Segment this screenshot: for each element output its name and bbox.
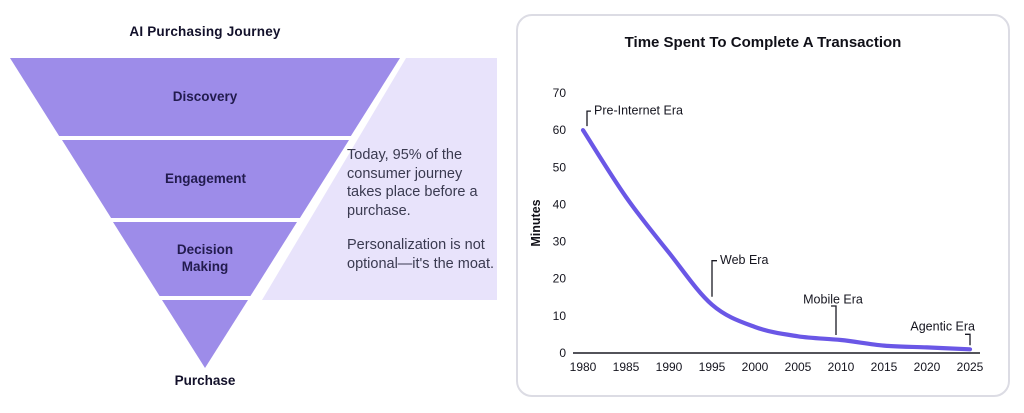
svg-text:50: 50 [553, 160, 567, 174]
svg-text:Web Era: Web Era [720, 253, 768, 267]
funnel-segment-decision-making-label: Decision Making [176, 242, 234, 274]
svg-text:30: 30 [553, 235, 567, 249]
funnel-segment-discovery-label: Discovery [172, 88, 238, 104]
svg-text:1985: 1985 [613, 360, 640, 374]
note-paragraph-1: Today, 95% of the consumer journey takes… [347, 147, 478, 219]
svg-text:70: 70 [553, 86, 567, 100]
svg-text:1995: 1995 [699, 360, 726, 374]
svg-text:2000: 2000 [742, 360, 769, 374]
svg-text:1990: 1990 [656, 360, 683, 374]
svg-text:2005: 2005 [785, 360, 812, 374]
svg-text:2025: 2025 [957, 360, 984, 374]
annotation-agentic-era: Agentic Era [910, 320, 975, 346]
trend-line [580, 128, 973, 352]
transaction-chart: 0 10 20 30 40 50 60 70 1980 1985 1990 1995 2000 2005 2… [529, 86, 984, 374]
svg-text:10: 10 [553, 309, 567, 323]
funnel-segment-discovery: Discovery [10, 58, 400, 136]
chart-axes: 0 10 20 30 40 50 60 70 1980 1985 1990 1995 2000 2005 2… [553, 86, 984, 374]
annotation-mobile-era: Mobile Era [803, 292, 863, 335]
funnel-segment-decision-making: Decision Making [113, 222, 297, 296]
annotation-web-era: Web Era [711, 253, 768, 297]
note-paragraph-2: Personalization is not optional—it's the… [347, 237, 495, 272]
note-text: Today, 95% of the consumer journey takes… [347, 146, 499, 289]
purchase-label: Purchase [174, 373, 236, 388]
svg-text:2015: 2015 [871, 360, 898, 374]
funnel-segment-engagement-label: Engagement [164, 170, 246, 186]
funnel-segment-engagement: Engagement [62, 140, 349, 218]
svg-text:60: 60 [553, 123, 567, 137]
svg-text:1980: 1980 [570, 360, 597, 374]
annotation-pre-internet-era: Pre-Internet Era [586, 103, 683, 127]
svg-text:Mobile Era: Mobile Era [803, 292, 863, 306]
svg-text:2020: 2020 [914, 360, 941, 374]
svg-text:2010: 2010 [828, 360, 855, 374]
svg-text:40: 40 [553, 197, 567, 211]
chart-card: Time Spent To Complete A Transaction 0 10… [516, 14, 1010, 397]
funnel-spout [162, 300, 248, 368]
chart-title: Time Spent To Complete A Transaction [624, 34, 902, 51]
chart-annotations: Pre-Internet Era Web Era Mobile Era Agentic… [586, 103, 975, 346]
y-axis-label: Minutes [529, 199, 543, 246]
svg-text:0: 0 [559, 346, 566, 360]
svg-text:Agentic Era: Agentic Era [910, 320, 975, 334]
svg-text:20: 20 [553, 272, 567, 286]
svg-text:Pre-Internet Era: Pre-Internet Era [594, 103, 683, 117]
funnel-title: AI Purchasing Journey [129, 24, 281, 39]
